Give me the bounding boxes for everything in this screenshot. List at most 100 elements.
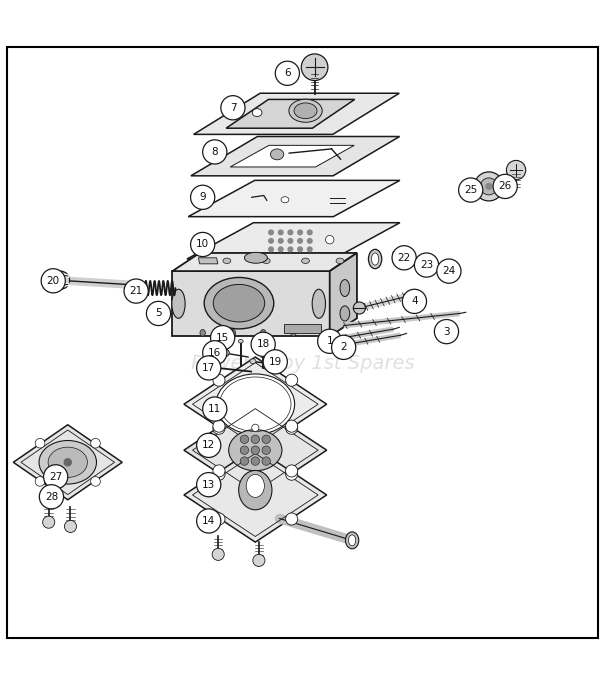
Text: 22: 22 [397,253,411,263]
Circle shape [318,329,342,353]
Text: 4: 4 [411,297,417,306]
Polygon shape [230,145,355,167]
Circle shape [297,229,303,236]
Circle shape [251,457,260,465]
Circle shape [213,422,225,434]
Circle shape [262,457,270,465]
Text: 13: 13 [202,479,215,490]
Ellipse shape [218,349,229,357]
Polygon shape [184,403,327,497]
Text: 24: 24 [442,266,456,276]
Circle shape [221,96,245,120]
Text: 3: 3 [443,327,450,336]
Circle shape [251,332,275,356]
Circle shape [197,509,221,533]
Text: 21: 21 [129,286,143,296]
Text: 20: 20 [47,276,60,286]
Circle shape [268,247,274,252]
Circle shape [286,465,298,477]
Circle shape [35,477,45,486]
Circle shape [251,435,260,443]
Ellipse shape [214,284,265,322]
Circle shape [262,435,270,443]
Polygon shape [13,425,122,500]
Text: 2: 2 [341,342,347,352]
Circle shape [459,178,483,202]
Circle shape [278,247,284,252]
Ellipse shape [340,279,350,297]
Polygon shape [393,255,404,259]
Ellipse shape [348,535,356,546]
Text: 28: 28 [45,492,58,502]
Circle shape [414,253,439,277]
Circle shape [213,465,225,477]
Circle shape [91,477,100,486]
Circle shape [325,236,334,244]
Circle shape [64,458,72,466]
Polygon shape [187,223,400,259]
Ellipse shape [474,172,503,201]
Circle shape [287,229,293,236]
Ellipse shape [353,302,365,314]
Circle shape [392,246,416,270]
Text: 23: 23 [420,260,433,270]
Circle shape [197,473,221,497]
Text: 18: 18 [257,339,270,349]
Polygon shape [172,271,330,336]
Text: 11: 11 [208,404,221,414]
Text: 14: 14 [202,516,215,526]
Circle shape [286,468,298,480]
Ellipse shape [246,475,264,497]
Text: 9: 9 [200,192,206,202]
Circle shape [42,516,54,528]
Circle shape [213,374,225,386]
Ellipse shape [312,289,325,319]
Circle shape [485,183,492,190]
Circle shape [240,446,249,454]
Polygon shape [188,180,400,216]
Circle shape [212,548,224,560]
Ellipse shape [294,103,317,119]
Circle shape [39,485,64,509]
Circle shape [44,464,68,489]
Text: 25: 25 [464,185,477,195]
Circle shape [262,446,270,454]
Circle shape [297,238,303,244]
Circle shape [203,340,227,365]
Circle shape [286,420,298,432]
Text: Powered by 1st Spares: Powered by 1st Spares [191,354,414,373]
Ellipse shape [270,149,284,160]
Circle shape [203,140,227,164]
Text: 1: 1 [327,336,333,347]
Text: 5: 5 [155,308,162,319]
Text: 8: 8 [212,147,218,157]
Polygon shape [172,253,357,271]
Ellipse shape [290,329,296,336]
Ellipse shape [252,109,262,116]
Polygon shape [184,357,327,451]
Polygon shape [184,448,327,542]
Circle shape [213,420,225,432]
Polygon shape [284,325,321,334]
Circle shape [91,438,100,448]
Circle shape [191,185,215,210]
Circle shape [286,374,298,386]
Ellipse shape [51,271,70,289]
Circle shape [268,229,274,236]
Ellipse shape [259,338,267,345]
Text: 27: 27 [49,472,62,482]
Text: 15: 15 [216,333,229,342]
Ellipse shape [238,340,243,343]
Circle shape [263,350,287,374]
Text: 12: 12 [202,440,215,450]
Circle shape [240,457,249,465]
Circle shape [252,424,259,432]
Ellipse shape [250,359,256,364]
Circle shape [251,446,260,454]
Ellipse shape [336,258,344,264]
Ellipse shape [39,440,97,484]
Circle shape [286,513,298,525]
Ellipse shape [244,252,267,263]
Text: 7: 7 [230,103,236,113]
Ellipse shape [345,532,359,549]
